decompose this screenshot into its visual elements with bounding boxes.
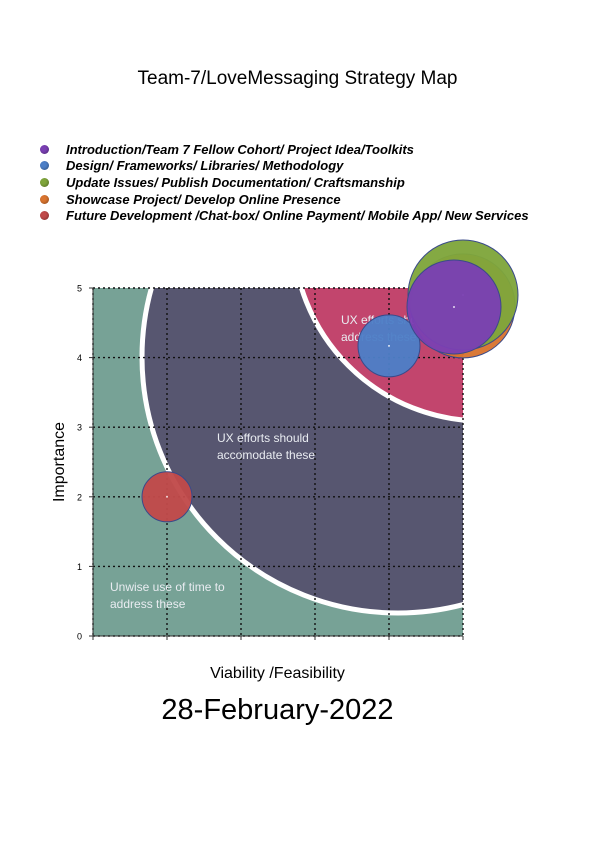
legend-marker	[40, 161, 49, 171]
legend-item: Design/ Frameworks/ Libraries/ Methodolo…	[40, 158, 529, 175]
zone-mid-label-line: accomodate these	[217, 448, 315, 462]
y-tick-label: 4	[77, 353, 82, 363]
legend-label: Future Development /Chat-box/ Online Pay…	[66, 208, 529, 224]
legend-item: Introduction/Team 7 Fellow Cohort/ Proje…	[40, 141, 529, 158]
legend-label: Introduction/Team 7 Fellow Cohort/ Proje…	[66, 141, 414, 157]
zone-mid-label: UX efforts should accomodate these	[217, 431, 315, 462]
legend-marker	[40, 211, 49, 221]
legend-item: Showcase Project/ Develop Online Presenc…	[40, 191, 529, 208]
y-tick-label: 1	[77, 562, 82, 572]
zone-mid-label-line: UX efforts should	[217, 431, 309, 445]
legend-marker	[40, 194, 49, 204]
legend-marker	[40, 177, 49, 187]
legend-marker	[40, 144, 49, 154]
y-axis-label: Importance	[51, 421, 68, 503]
zone-low-label: Unwise use of time to address these	[110, 580, 225, 611]
y-tick-label: 2	[77, 492, 82, 502]
x-axis-label: Viability /Feasibility	[210, 665, 345, 682]
legend-label: Update Issues/ Publish Documentation/ Cr…	[66, 174, 405, 190]
y-tick-label: 5	[77, 284, 82, 294]
bubble-center	[388, 344, 390, 347]
legend-label: Design/ Frameworks/ Libraries/ Methodolo…	[66, 158, 344, 174]
chart-title: Team-7/LoveMessaging Strategy Map	[137, 68, 458, 89]
legend-item: Future Development /Chat-box/ Online Pay…	[40, 207, 529, 224]
bubble-center	[166, 495, 168, 498]
y-tick-label: 0	[77, 632, 82, 642]
legend-item: Update Issues/ Publish Documentation/ Cr…	[40, 174, 529, 191]
date-label: 28-February-2022	[161, 694, 394, 726]
legend-label: Showcase Project/ Develop Online Presenc…	[66, 191, 341, 207]
legend: Introduction/Team 7 Fellow Cohort/ Proje…	[40, 141, 529, 224]
bubble-center	[453, 305, 455, 308]
zone-low-label-line: address these	[110, 597, 186, 611]
zone-low-label-line: Unwise use of time to	[110, 580, 225, 594]
y-tick-label: 3	[77, 423, 82, 433]
